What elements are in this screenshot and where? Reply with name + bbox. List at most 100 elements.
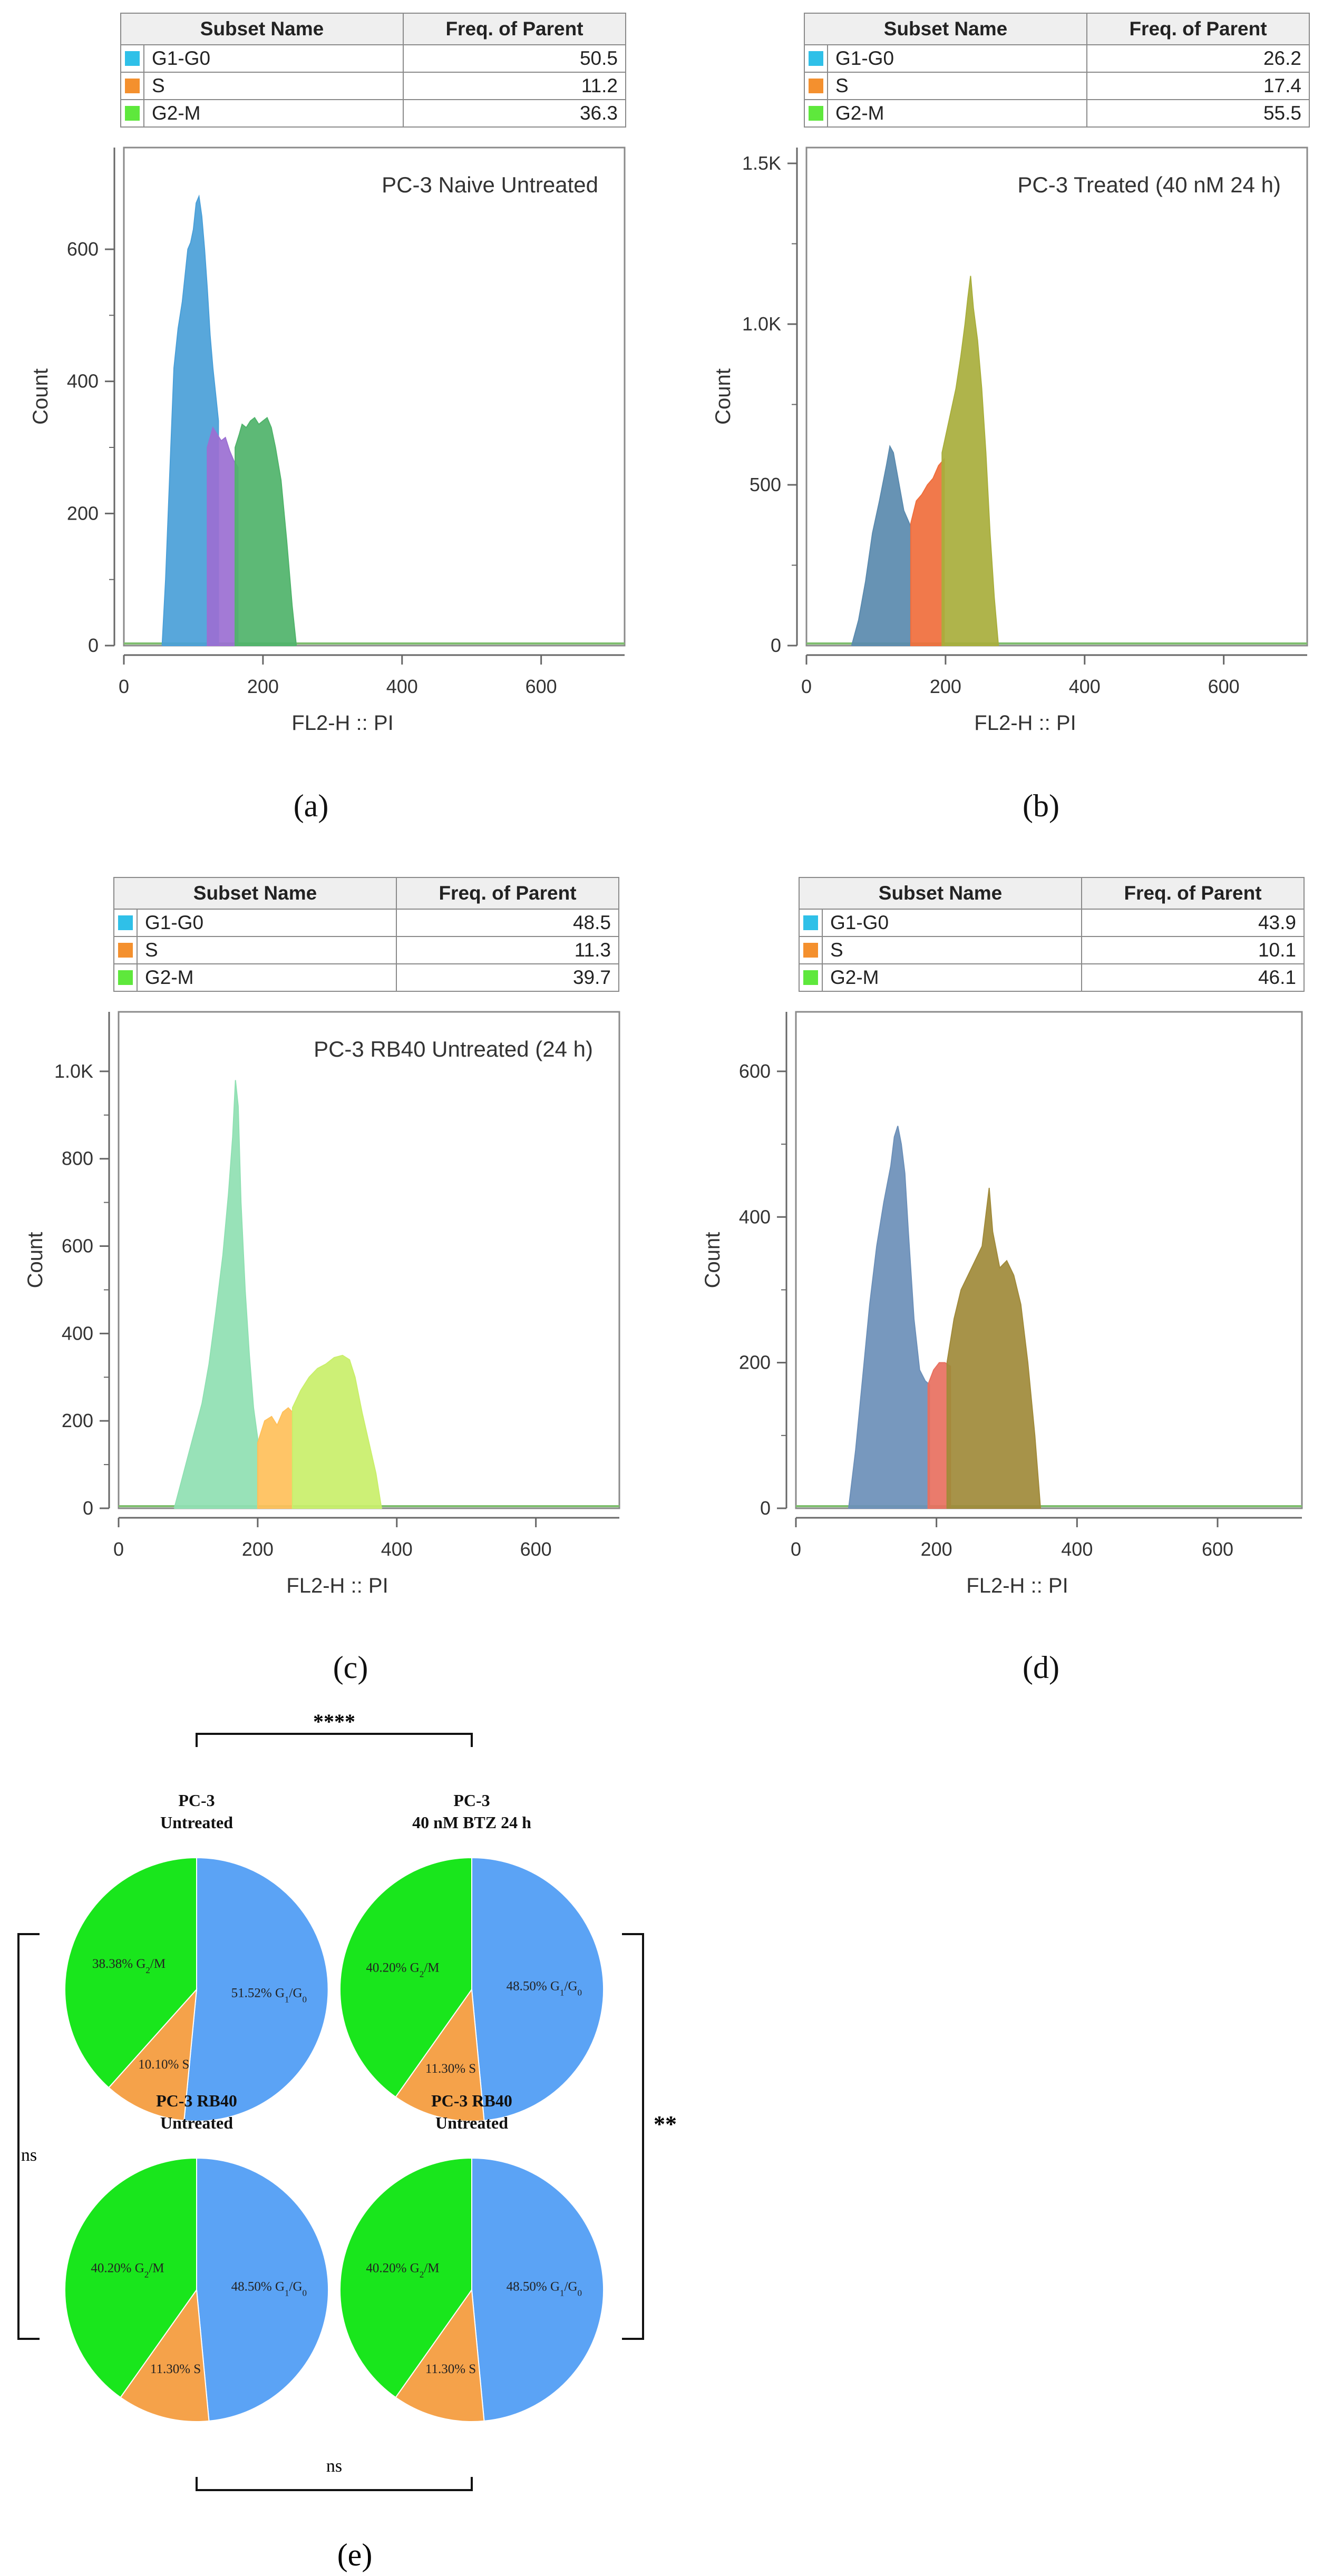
freq-header: Freq. of Parent xyxy=(1081,877,1305,910)
x-tick-label: 0 xyxy=(791,1538,801,1560)
pie-slice-g2 xyxy=(64,2157,197,2398)
table-row: G1-G0 26.2 xyxy=(804,44,1310,73)
pie-slice-g2 xyxy=(339,1857,472,2098)
panel-c: Subset Name Freq. of Parent G1-G0 48.5 S 11… xyxy=(0,864,661,1707)
subset-table: Subset Name Freq. of Parent G1-G0 26.2 S 17… xyxy=(804,13,1310,128)
x-tick-label: 400 xyxy=(386,676,418,697)
y-tick-label: 200 xyxy=(62,1410,93,1431)
pie-label-s: 10.10% S xyxy=(138,2057,189,2072)
g2-swatch-icon xyxy=(125,106,140,121)
y-tick-label: 0 xyxy=(760,1497,771,1519)
pie-label-g2: 40.20% G2/M xyxy=(366,1960,439,1979)
pie-label-g2: 40.20% G2/M xyxy=(366,2261,439,2279)
pie-title-line2: Untreated xyxy=(160,2113,233,2132)
y-tick-label: 0 xyxy=(83,1497,93,1519)
x-tick-label: 400 xyxy=(1061,1538,1093,1560)
pie-label-s: 11.30% S xyxy=(425,2362,476,2376)
g2-swatch-icon xyxy=(803,970,818,985)
table-row: G1-G0 48.5 xyxy=(113,909,619,937)
series-area-g2m xyxy=(946,1187,1042,1509)
pie-slice-g1 xyxy=(471,2157,605,2422)
x-tick-label: 600 xyxy=(1208,676,1240,697)
y-axis-label: Count xyxy=(29,368,52,425)
y-axis-label: Count xyxy=(712,368,735,425)
chart-title: PC-3 Treated (40 nM 24 h) xyxy=(1017,172,1281,197)
pie-slice-g2 xyxy=(339,2157,472,2398)
y-tick-label: 1.0K xyxy=(742,313,781,335)
y-tick-label: 600 xyxy=(62,1235,93,1257)
pie-label-g1: 48.50% G1/G0 xyxy=(231,2280,307,2298)
pie-slice-g1 xyxy=(196,2157,329,2422)
table-row: G2-M 55.5 xyxy=(804,99,1310,128)
series-area-g2m xyxy=(941,276,999,646)
table-row: S 17.4 xyxy=(804,72,1310,100)
pie-slice-g1 xyxy=(183,1857,329,2122)
s-swatch-icon xyxy=(809,79,823,93)
top-bracket xyxy=(196,1733,473,1747)
subset-name-header: Subset Name xyxy=(113,877,397,910)
pie-slice-g1 xyxy=(471,1857,605,2121)
pie-title-line2: Untreated xyxy=(435,2113,508,2132)
pie-slice-s xyxy=(395,1988,485,2122)
pie-slice-g2 xyxy=(64,1857,197,2089)
x-tick-label: 0 xyxy=(113,1538,124,1560)
y-axis-label: Count xyxy=(24,1232,47,1289)
x-tick-label: 0 xyxy=(801,676,812,697)
x-tick-label: 200 xyxy=(921,1538,952,1560)
x-axis-label: FL2-H :: PI xyxy=(974,711,1076,735)
top-significance: **** xyxy=(313,1710,355,1733)
pie-title-line1: PC-3 xyxy=(453,1791,490,1810)
panel-a: Subset Name Freq. of Parent G1-G0 50.5 S 11… xyxy=(0,0,661,854)
series-area-g2m xyxy=(291,1354,382,1509)
chart-title: PC-3 Naive Untreated xyxy=(382,172,598,197)
g1-swatch-icon xyxy=(809,51,823,66)
x-tick-label: 400 xyxy=(1069,676,1101,697)
y-tick-label: 400 xyxy=(739,1206,771,1227)
left-significance: ns xyxy=(21,2145,37,2165)
y-tick-label: 0 xyxy=(88,635,99,656)
chart-title: PC-3 RB40 Untreated (24 h) xyxy=(314,1037,593,1061)
pie-label-g2: 40.20% G2/M xyxy=(91,2261,164,2279)
y-tick-label: 800 xyxy=(62,1148,93,1169)
panel-caption: (e) xyxy=(337,2538,373,2572)
bottom-significance: ns xyxy=(326,2456,342,2476)
x-axis-label: FL2-H :: PI xyxy=(291,711,393,735)
y-tick-label: 600 xyxy=(67,238,99,260)
pie-label-s: 11.30% S xyxy=(425,2062,476,2076)
subset-name-header: Subset Name xyxy=(120,13,404,45)
y-axis-label: Count xyxy=(701,1232,724,1289)
table-row: G2-M 39.7 xyxy=(113,963,619,992)
s-swatch-icon xyxy=(803,943,818,958)
subset-table: Subset Name Freq. of Parent G1-G0 48.5 S 11… xyxy=(113,877,619,992)
pie-label-g1: 51.52% G1/G0 xyxy=(231,1986,307,2005)
subset-table: Subset Name Freq. of Parent G1-G0 50.5 S 11… xyxy=(120,13,626,128)
y-tick-label: 200 xyxy=(67,502,99,524)
panel-caption: (d) xyxy=(1023,1650,1059,1685)
y-tick-label: 1.5K xyxy=(742,152,781,174)
pie-slice-s xyxy=(108,1988,198,2121)
series-area-g1g0 xyxy=(851,444,911,646)
subset-name-header: Subset Name xyxy=(804,13,1087,45)
panel-caption: (b) xyxy=(1023,788,1059,823)
freq-header: Freq. of Parent xyxy=(1086,13,1310,45)
table-row: G2-M 46.1 xyxy=(799,963,1305,992)
x-tick-label: 600 xyxy=(520,1538,552,1560)
x-tick-label: 200 xyxy=(930,676,961,697)
pie-title-line1: PC-3 RB40 xyxy=(156,2091,237,2110)
pie-slice-s xyxy=(120,2288,210,2423)
x-tick-label: 400 xyxy=(381,1538,413,1560)
y-tick-label: 400 xyxy=(67,370,99,392)
x-tick-label: 600 xyxy=(526,676,557,697)
series-area-g1g0 xyxy=(161,194,219,646)
g1-swatch-icon xyxy=(118,915,133,930)
g1-swatch-icon xyxy=(125,51,140,66)
y-tick-label: 400 xyxy=(62,1322,93,1344)
pie-title-line2: Untreated xyxy=(160,1813,233,1832)
table-row: G2-M 36.3 xyxy=(120,99,626,128)
freq-header: Freq. of Parent xyxy=(403,13,626,45)
panel-b: Subset Name Freq. of Parent G1-G0 26.2 S 17… xyxy=(661,0,1323,854)
pie-title-line2: 40 nM BTZ 24 h xyxy=(412,1813,531,1832)
